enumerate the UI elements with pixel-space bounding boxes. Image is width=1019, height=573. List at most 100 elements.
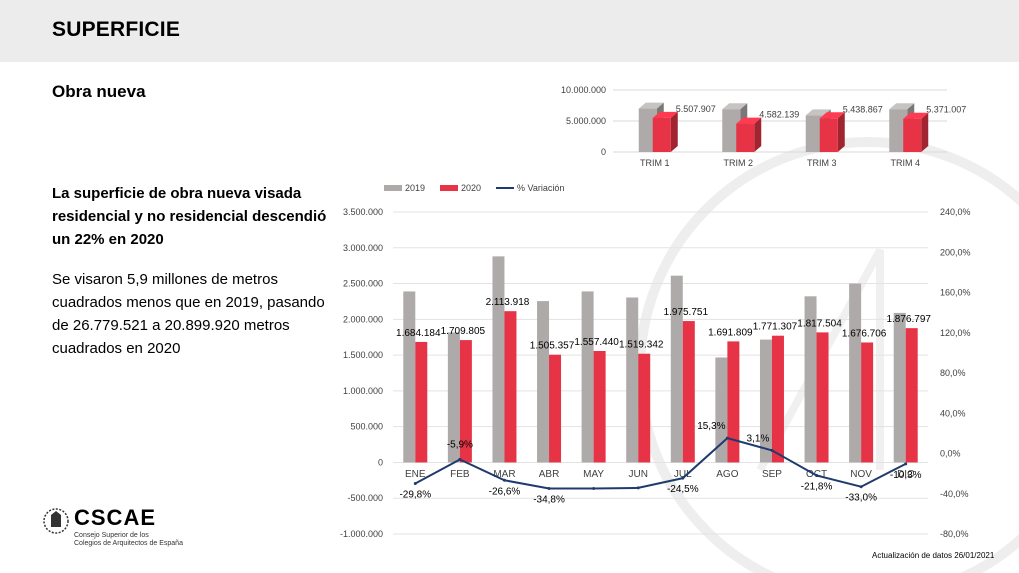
logo-line-1: Consejo Superior de los xyxy=(74,532,149,539)
main-data-label: 1.691.809 xyxy=(708,327,753,338)
top-bar-top-2020 xyxy=(903,112,929,119)
cscae-logo: CSCAE Consejo Superior de los Colegios d… xyxy=(42,505,242,550)
variation-point xyxy=(681,476,685,480)
main-x-tick-label: MAY xyxy=(583,469,604,480)
main-y2-tick-label: -40,0% xyxy=(940,489,969,499)
logo-name: CSCAE xyxy=(74,505,157,530)
main-bar-2019 xyxy=(893,312,906,463)
main-bar-2019 xyxy=(626,297,639,463)
top-bar-top-2020 xyxy=(819,112,845,119)
variation-data-label: -33,0% xyxy=(845,493,877,504)
main-bar-2020 xyxy=(504,311,517,463)
variation-point xyxy=(502,478,506,482)
main-y2-tick-label: 0,0% xyxy=(940,449,961,459)
top-bar-2019 xyxy=(889,109,908,152)
main-y2-tick-label: 80,0% xyxy=(940,368,966,378)
main-x-tick-label: SEP xyxy=(762,469,782,480)
cscae-emblem-icon xyxy=(43,508,69,534)
top-bar-side-2020 xyxy=(921,112,929,152)
main-data-label: 1.975.751 xyxy=(664,307,709,318)
main-data-label: 1.676.706 xyxy=(842,328,887,339)
section-subtitle: Obra nueva xyxy=(52,82,146,101)
variation-point xyxy=(592,487,596,491)
top-y-tick-label: 5.000.000 xyxy=(566,116,606,126)
variation-point xyxy=(770,448,774,452)
top-bar-side-2020 xyxy=(754,117,762,152)
main-bar-2019 xyxy=(581,291,594,463)
variation-point xyxy=(636,486,640,490)
legend-swatch-2019 xyxy=(384,185,402,191)
headline-text: La superficie de obra nueva visada resid… xyxy=(52,185,327,248)
header-bar xyxy=(0,0,1019,62)
main-bar-2019 xyxy=(492,256,505,463)
top-data-label: 4.582.139 xyxy=(759,110,799,120)
main-x-tick-label: JUN xyxy=(628,469,647,480)
main-x-tick-label: ENE xyxy=(405,469,426,480)
main-bar-2020 xyxy=(593,351,606,463)
variation-line xyxy=(414,436,907,490)
main-data-label: 2.113.918 xyxy=(486,297,530,308)
variation-data-label: 15,3% xyxy=(697,421,725,432)
main-data-label: 1.817.504 xyxy=(797,318,842,329)
main-y-tick-label: 3.000.000 xyxy=(343,243,383,253)
variation-data-label: -5,9% xyxy=(447,439,473,450)
main-bar-2019 xyxy=(849,283,862,463)
main-bar-2020 xyxy=(415,341,428,463)
variation-data-label: -24,5% xyxy=(667,484,699,495)
variation-data-label: -10,3% xyxy=(890,470,922,481)
main-y-tick-label: 3.500.000 xyxy=(343,207,383,217)
top-bar-2019 xyxy=(805,115,824,152)
logo-subtitle: Consejo Superior de los Colegios de Arqu… xyxy=(74,532,183,548)
main-bar-2019 xyxy=(759,339,772,463)
top-bar-2020 xyxy=(652,117,671,152)
main-data-label: 1.876.797 xyxy=(886,314,931,325)
page-title: SUPERFICIE xyxy=(52,18,181,41)
main-y2-tick-label: 160,0% xyxy=(940,288,971,298)
top-bar-top-2019 xyxy=(722,103,748,110)
top-x-tick-label: TRIM 3 xyxy=(807,158,837,168)
top-x-tick-label: TRIM 1 xyxy=(640,158,670,168)
main-bar-2020 xyxy=(549,354,562,463)
main-x-tick-label: FEB xyxy=(450,469,470,480)
variation-point xyxy=(815,473,819,477)
main-data-label: 1.505.357 xyxy=(530,341,575,352)
variation-data-label: 3,1% xyxy=(747,433,770,444)
main-bar-2019 xyxy=(537,301,550,463)
top-data-label: 5.438.867 xyxy=(843,104,883,114)
logo-line-2: Colegios de Arquitectos de España xyxy=(74,540,183,547)
variation-data-label: -34,8% xyxy=(533,495,565,506)
top-x-tick-label: TRIM 4 xyxy=(890,158,920,168)
top-bar-top-2019 xyxy=(889,103,915,110)
main-y-tick-label: -500.000 xyxy=(347,493,383,503)
main-y2-tick-label: 40,0% xyxy=(940,408,966,418)
legend-label: 2020 xyxy=(461,183,481,193)
main-y2-tick-label: 200,0% xyxy=(940,247,971,257)
variation-data-label: -26,6% xyxy=(489,486,521,497)
variation-point xyxy=(458,457,462,461)
top-bar-2019 xyxy=(638,108,657,152)
top-data-label: 5.507.907 xyxy=(676,104,716,114)
top-bar-side-2020 xyxy=(837,112,845,152)
variation-point xyxy=(413,481,417,485)
main-bar-2020 xyxy=(638,353,651,463)
main-y2-tick-label: 240,0% xyxy=(940,207,971,217)
variation-data-label: -29,8% xyxy=(399,489,431,500)
top-bar-top-2019 xyxy=(805,109,831,116)
main-bar-2020 xyxy=(905,328,918,463)
main-y-tick-label: 2.000.000 xyxy=(343,314,383,324)
main-bar-2019 xyxy=(447,332,460,463)
top-data-label: 5.371.007 xyxy=(926,105,966,115)
variation-point xyxy=(904,462,908,466)
main-bar-2020 xyxy=(682,321,695,463)
main-bar-2019 xyxy=(715,357,728,463)
main-y-tick-label: 2.500.000 xyxy=(343,279,383,289)
main-data-label: 1.519.342 xyxy=(619,340,664,351)
top-bar-side-2020 xyxy=(670,111,678,152)
main-data-label: 1.709.805 xyxy=(441,326,486,337)
main-x-tick-label: JUL xyxy=(674,469,692,480)
top-x-tick-label: TRIM 2 xyxy=(723,158,753,168)
top-bar-2019 xyxy=(722,109,741,152)
main-data-label: 1.684.184 xyxy=(396,328,441,339)
